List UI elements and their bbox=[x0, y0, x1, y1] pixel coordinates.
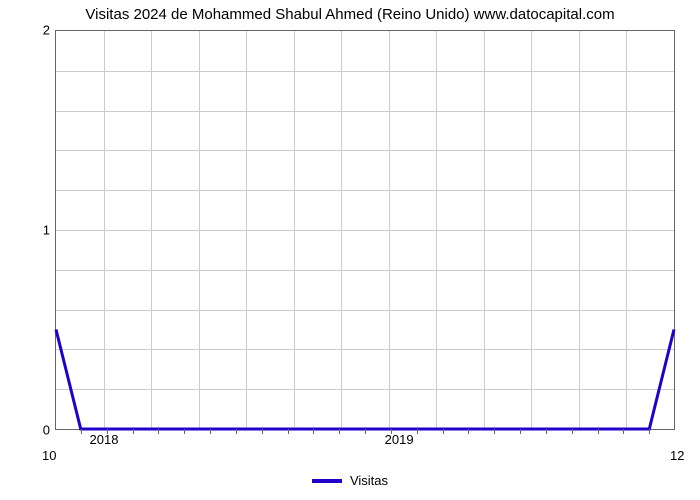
legend-swatch bbox=[312, 479, 342, 483]
xtick-minor bbox=[210, 429, 211, 434]
xtick-minor bbox=[184, 429, 185, 434]
ytick-label-1: 1 bbox=[10, 223, 50, 238]
xtick-minor bbox=[417, 429, 418, 434]
xtick-minor bbox=[443, 429, 444, 434]
secondary-x-left: 10 bbox=[42, 448, 56, 463]
xtick-minor bbox=[107, 429, 108, 434]
chart-container: Visitas 2024 de Mohammed Shabul Ahmed (R… bbox=[0, 0, 700, 500]
xtick-minor bbox=[313, 429, 314, 434]
xtick-label-1: 2019 bbox=[385, 432, 414, 447]
xtick-minor bbox=[133, 429, 134, 434]
legend-label: Visitas bbox=[350, 473, 388, 488]
xtick-minor bbox=[158, 429, 159, 434]
xtick-minor bbox=[391, 429, 392, 434]
xtick-minor bbox=[468, 429, 469, 434]
secondary-x-right: 12 bbox=[670, 448, 684, 463]
xtick-minor bbox=[339, 429, 340, 434]
series-line bbox=[56, 31, 674, 429]
ytick-label-2: 2 bbox=[10, 23, 50, 38]
xtick-minor bbox=[81, 429, 82, 434]
xtick-minor bbox=[236, 429, 237, 434]
xtick-label-0: 2018 bbox=[90, 432, 119, 447]
xtick-minor bbox=[288, 429, 289, 434]
xtick-minor bbox=[546, 429, 547, 434]
xtick-minor bbox=[365, 429, 366, 434]
xtick-minor bbox=[598, 429, 599, 434]
xtick-minor bbox=[623, 429, 624, 434]
ytick-label-0: 0 bbox=[10, 423, 50, 438]
series-polyline bbox=[56, 330, 674, 430]
xtick-minor bbox=[649, 429, 650, 434]
xtick-minor bbox=[262, 429, 263, 434]
xtick-minor bbox=[520, 429, 521, 434]
xtick-minor bbox=[572, 429, 573, 434]
xtick-minor bbox=[494, 429, 495, 434]
chart-title: Visitas 2024 de Mohammed Shabul Ahmed (R… bbox=[0, 6, 700, 23]
legend: Visitas bbox=[0, 472, 700, 488]
plot-area bbox=[55, 30, 675, 430]
